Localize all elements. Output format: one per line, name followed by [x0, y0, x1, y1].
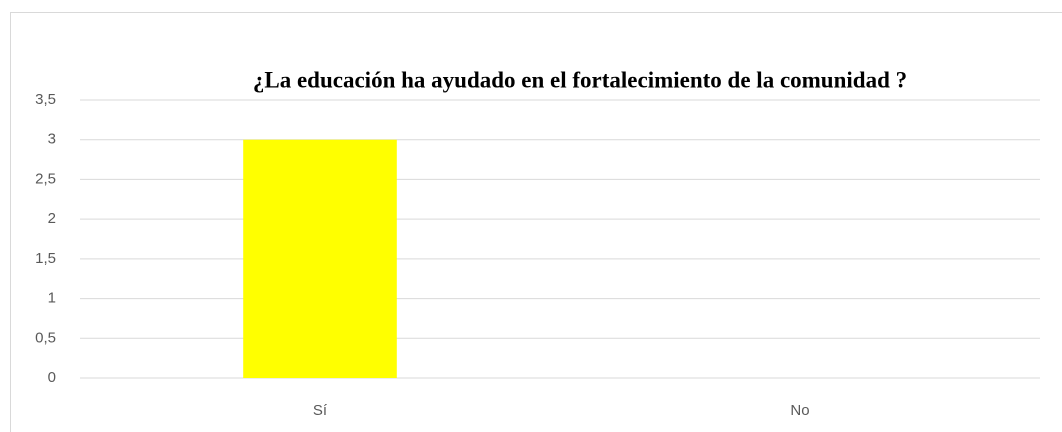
y-tick-label: 0,5: [35, 329, 56, 346]
bar: [243, 139, 397, 378]
y-tick-label: 1,5: [35, 250, 56, 267]
chart-frame: [10, 12, 1062, 432]
x-tick-label: Sí: [313, 402, 328, 419]
y-tick-label: 3,5: [35, 91, 56, 108]
y-tick-label: 3: [48, 131, 56, 148]
y-tick-label: 2,5: [35, 170, 56, 187]
x-tick-label: No: [790, 402, 809, 419]
y-tick-label: 1: [48, 290, 56, 307]
y-tick-label: 2: [48, 210, 56, 227]
chart-title: ¿La educación ha ayudado en el fortaleci…: [253, 67, 907, 92]
y-tick-label: 0: [48, 369, 56, 386]
